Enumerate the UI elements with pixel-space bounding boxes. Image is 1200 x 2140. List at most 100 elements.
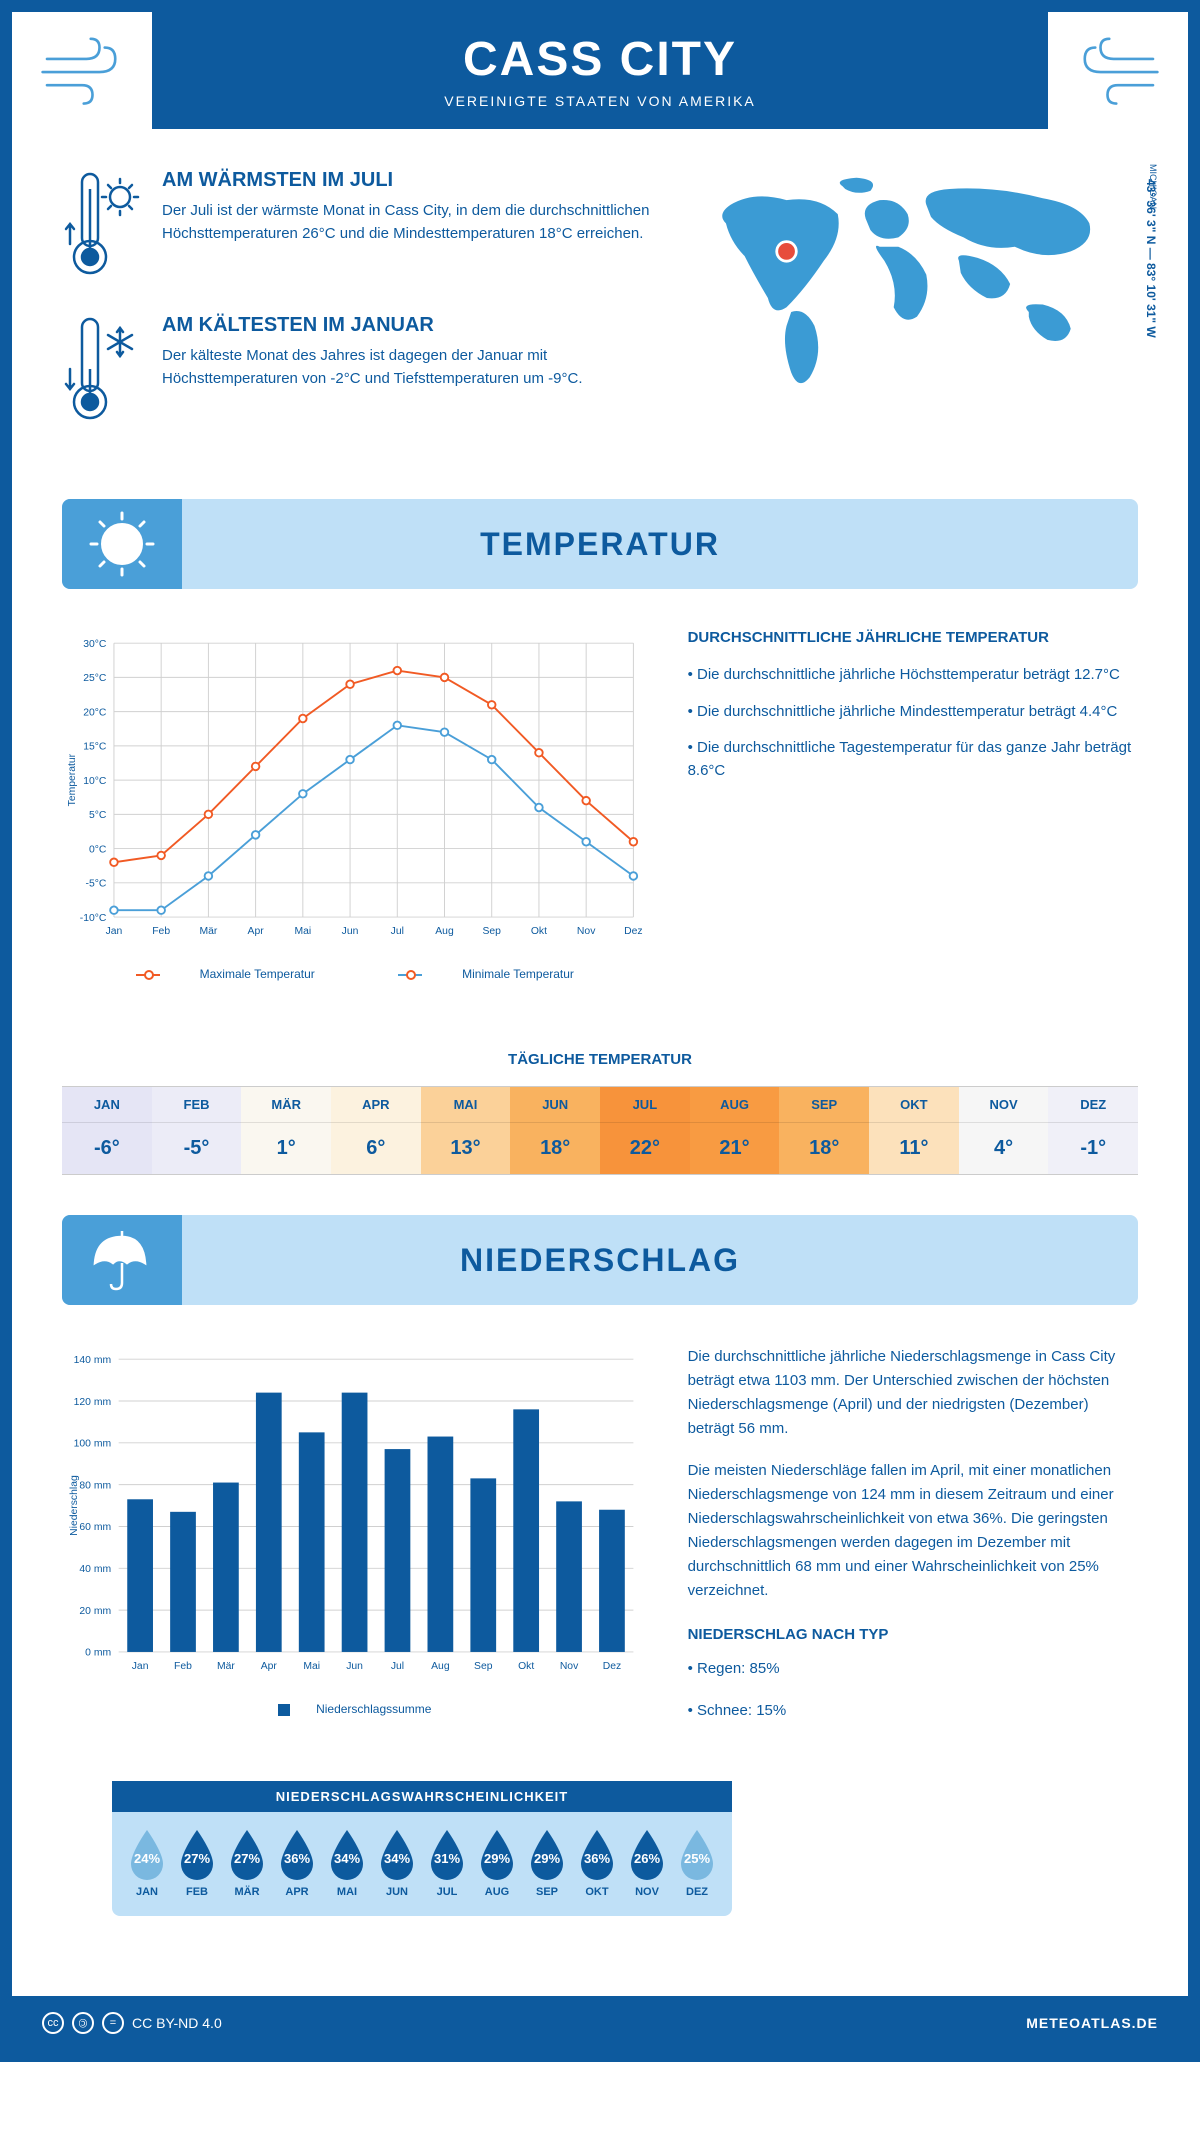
svg-text:10°C: 10°C bbox=[83, 776, 107, 787]
page-title: CASS CITY bbox=[32, 32, 1168, 87]
warmest-text: Der Juli ist der wärmste Monat in Cass C… bbox=[162, 200, 658, 245]
svg-text:Apr: Apr bbox=[248, 926, 265, 937]
precip-probability-box: NIEDERSCHLAGSWAHRSCHEINLICHKEIT 24%JAN27… bbox=[112, 1781, 732, 1916]
svg-text:Mai: Mai bbox=[303, 1661, 320, 1672]
svg-text:140 mm: 140 mm bbox=[74, 1355, 111, 1366]
coordinates: 43° 36' 3" N — 83° 10' 31" W bbox=[1144, 179, 1158, 338]
temp-info-title: DURCHSCHNITTLICHE JÄHRLICHE TEMPERATUR bbox=[688, 629, 1138, 646]
license-block: cc 🄯 = CC BY-ND 4.0 bbox=[42, 2012, 222, 2034]
prob-title: NIEDERSCHLAGSWAHRSCHEINLICHKEIT bbox=[112, 1781, 732, 1812]
daily-cell: JUL22° bbox=[600, 1087, 690, 1174]
prob-drop: 25%DEZ bbox=[676, 1828, 718, 1898]
svg-text:Jul: Jul bbox=[391, 926, 404, 937]
svg-text:20 mm: 20 mm bbox=[79, 1606, 111, 1617]
prob-drop: 31%JUL bbox=[426, 1828, 468, 1898]
daily-temp-table: JAN-6°FEB-5°MÄR1°APR6°MAI13°JUN18°JUL22°… bbox=[62, 1086, 1138, 1175]
svg-text:Jan: Jan bbox=[106, 926, 123, 937]
svg-text:5°C: 5°C bbox=[89, 810, 107, 821]
svg-text:Nov: Nov bbox=[560, 1661, 579, 1672]
page-subtitle: VEREINIGTE STAATEN VON AMERIKA bbox=[32, 93, 1168, 109]
cc-icon: cc bbox=[42, 2012, 64, 2034]
page-footer: cc 🄯 = CC BY-ND 4.0 METEOATLAS.DE bbox=[12, 1996, 1188, 2050]
nd-icon: = bbox=[102, 2012, 124, 2034]
page-header: CASS CITY VEREINIGTE STAATEN VON AMERIKA bbox=[12, 12, 1188, 129]
precipitation-heading: NIEDERSCHLAG bbox=[62, 1242, 1138, 1279]
daily-cell: FEB-5° bbox=[152, 1087, 242, 1174]
svg-text:Okt: Okt bbox=[531, 926, 547, 937]
prob-drop: 34%MAI bbox=[326, 1828, 368, 1898]
daily-cell: NOV4° bbox=[959, 1087, 1049, 1174]
precipitation-info: Die durchschnittliche jährliche Niedersc… bbox=[688, 1345, 1138, 1741]
temperature-info: DURCHSCHNITTLICHE JÄHRLICHE TEMPERATUR •… bbox=[688, 629, 1138, 981]
coldest-title: AM KÄLTESTEN IM JANUAR bbox=[162, 314, 658, 337]
daily-temp-heading: TÄGLICHE TEMPERATUR bbox=[12, 1051, 1188, 1068]
sun-icon bbox=[62, 499, 182, 589]
prob-drop: 26%NOV bbox=[626, 1828, 668, 1898]
svg-text:Jun: Jun bbox=[346, 1661, 363, 1672]
umbrella-icon bbox=[62, 1215, 182, 1305]
temperature-heading: TEMPERATUR bbox=[62, 526, 1138, 563]
daily-cell: AUG21° bbox=[690, 1087, 780, 1174]
prob-drop: 24%JAN bbox=[126, 1828, 168, 1898]
svg-text:Aug: Aug bbox=[431, 1661, 450, 1672]
daily-cell: SEP18° bbox=[779, 1087, 869, 1174]
prob-drop: 29%SEP bbox=[526, 1828, 568, 1898]
daily-cell: DEZ-1° bbox=[1048, 1087, 1138, 1174]
license-text: CC BY-ND 4.0 bbox=[132, 2015, 222, 2031]
daily-cell: MÄR1° bbox=[241, 1087, 331, 1174]
thermometer-cold-icon bbox=[62, 314, 142, 429]
thermometer-hot-icon bbox=[62, 169, 142, 284]
coldest-text: Der kälteste Monat des Jahres ist dagege… bbox=[162, 345, 658, 390]
precipitation-chart: 0 mm20 mm40 mm60 mm80 mm100 mm120 mm140 … bbox=[62, 1345, 648, 1741]
svg-text:Dez: Dez bbox=[603, 1661, 621, 1672]
svg-text:Okt: Okt bbox=[518, 1661, 534, 1672]
by-icon: 🄯 bbox=[72, 2012, 94, 2034]
svg-text:Jul: Jul bbox=[391, 1661, 404, 1672]
svg-text:Jan: Jan bbox=[132, 1661, 149, 1672]
svg-text:30°C: 30°C bbox=[83, 639, 107, 650]
temperature-banner: TEMPERATUR bbox=[62, 499, 1138, 589]
warmest-title: AM WÄRMSTEN IM JULI bbox=[162, 169, 658, 192]
prob-drop: 29%AUG bbox=[476, 1828, 518, 1898]
svg-text:20°C: 20°C bbox=[83, 707, 107, 718]
precipitation-banner: NIEDERSCHLAG bbox=[62, 1215, 1138, 1305]
warmest-block: AM WÄRMSTEN IM JULI Der Juli ist der wär… bbox=[62, 169, 658, 284]
svg-text:Nov: Nov bbox=[577, 926, 596, 937]
svg-text:Mai: Mai bbox=[294, 926, 311, 937]
svg-text:Mär: Mär bbox=[199, 926, 217, 937]
intro-section: AM WÄRMSTEN IM JULI Der Juli ist der wär… bbox=[12, 129, 1188, 499]
svg-text:Sep: Sep bbox=[474, 1661, 493, 1672]
svg-text:25°C: 25°C bbox=[83, 673, 107, 684]
precip-type-title: NIEDERSCHLAG NACH TYP bbox=[688, 1623, 1138, 1647]
svg-text:Sep: Sep bbox=[482, 926, 501, 937]
svg-text:100 mm: 100 mm bbox=[74, 1439, 111, 1450]
prob-drop: 27%FEB bbox=[176, 1828, 218, 1898]
world-map: MICHIGAN 43° 36' 3" N — 83° 10' 31" W bbox=[698, 169, 1138, 459]
svg-text:Dez: Dez bbox=[624, 926, 642, 937]
daily-cell: APR6° bbox=[331, 1087, 421, 1174]
svg-text:-10°C: -10°C bbox=[80, 913, 107, 924]
temp-legend: .leg-line:nth-of-type(1)::after{border-c… bbox=[62, 967, 648, 981]
svg-text:Niederschlag: Niederschlag bbox=[69, 1475, 80, 1536]
page-root: CASS CITY VEREINIGTE STAATEN VON AMERIKA… bbox=[0, 0, 1200, 2062]
prob-drop: 36%APR bbox=[276, 1828, 318, 1898]
svg-text:120 mm: 120 mm bbox=[74, 1397, 111, 1408]
daily-cell: OKT11° bbox=[869, 1087, 959, 1174]
svg-text:Feb: Feb bbox=[174, 1661, 192, 1672]
svg-text:Feb: Feb bbox=[152, 926, 170, 937]
svg-text:-5°C: -5°C bbox=[86, 879, 107, 890]
prob-drop: 34%JUN bbox=[376, 1828, 418, 1898]
coldest-block: AM KÄLTESTEN IM JANUAR Der kälteste Mona… bbox=[62, 314, 658, 429]
svg-text:60 mm: 60 mm bbox=[79, 1522, 111, 1533]
daily-cell: JAN-6° bbox=[62, 1087, 152, 1174]
prob-drop: 36%OKT bbox=[576, 1828, 618, 1898]
svg-text:Jun: Jun bbox=[342, 926, 359, 937]
svg-text:Temperatur: Temperatur bbox=[67, 753, 78, 806]
svg-text:Apr: Apr bbox=[261, 1661, 278, 1672]
svg-text:15°C: 15°C bbox=[83, 742, 107, 753]
precip-legend: Niederschlagssumme bbox=[62, 1702, 648, 1716]
svg-text:80 mm: 80 mm bbox=[79, 1481, 111, 1492]
svg-text:Aug: Aug bbox=[435, 926, 454, 937]
daily-cell: MAI13° bbox=[421, 1087, 511, 1174]
svg-text:Mär: Mär bbox=[217, 1661, 235, 1672]
